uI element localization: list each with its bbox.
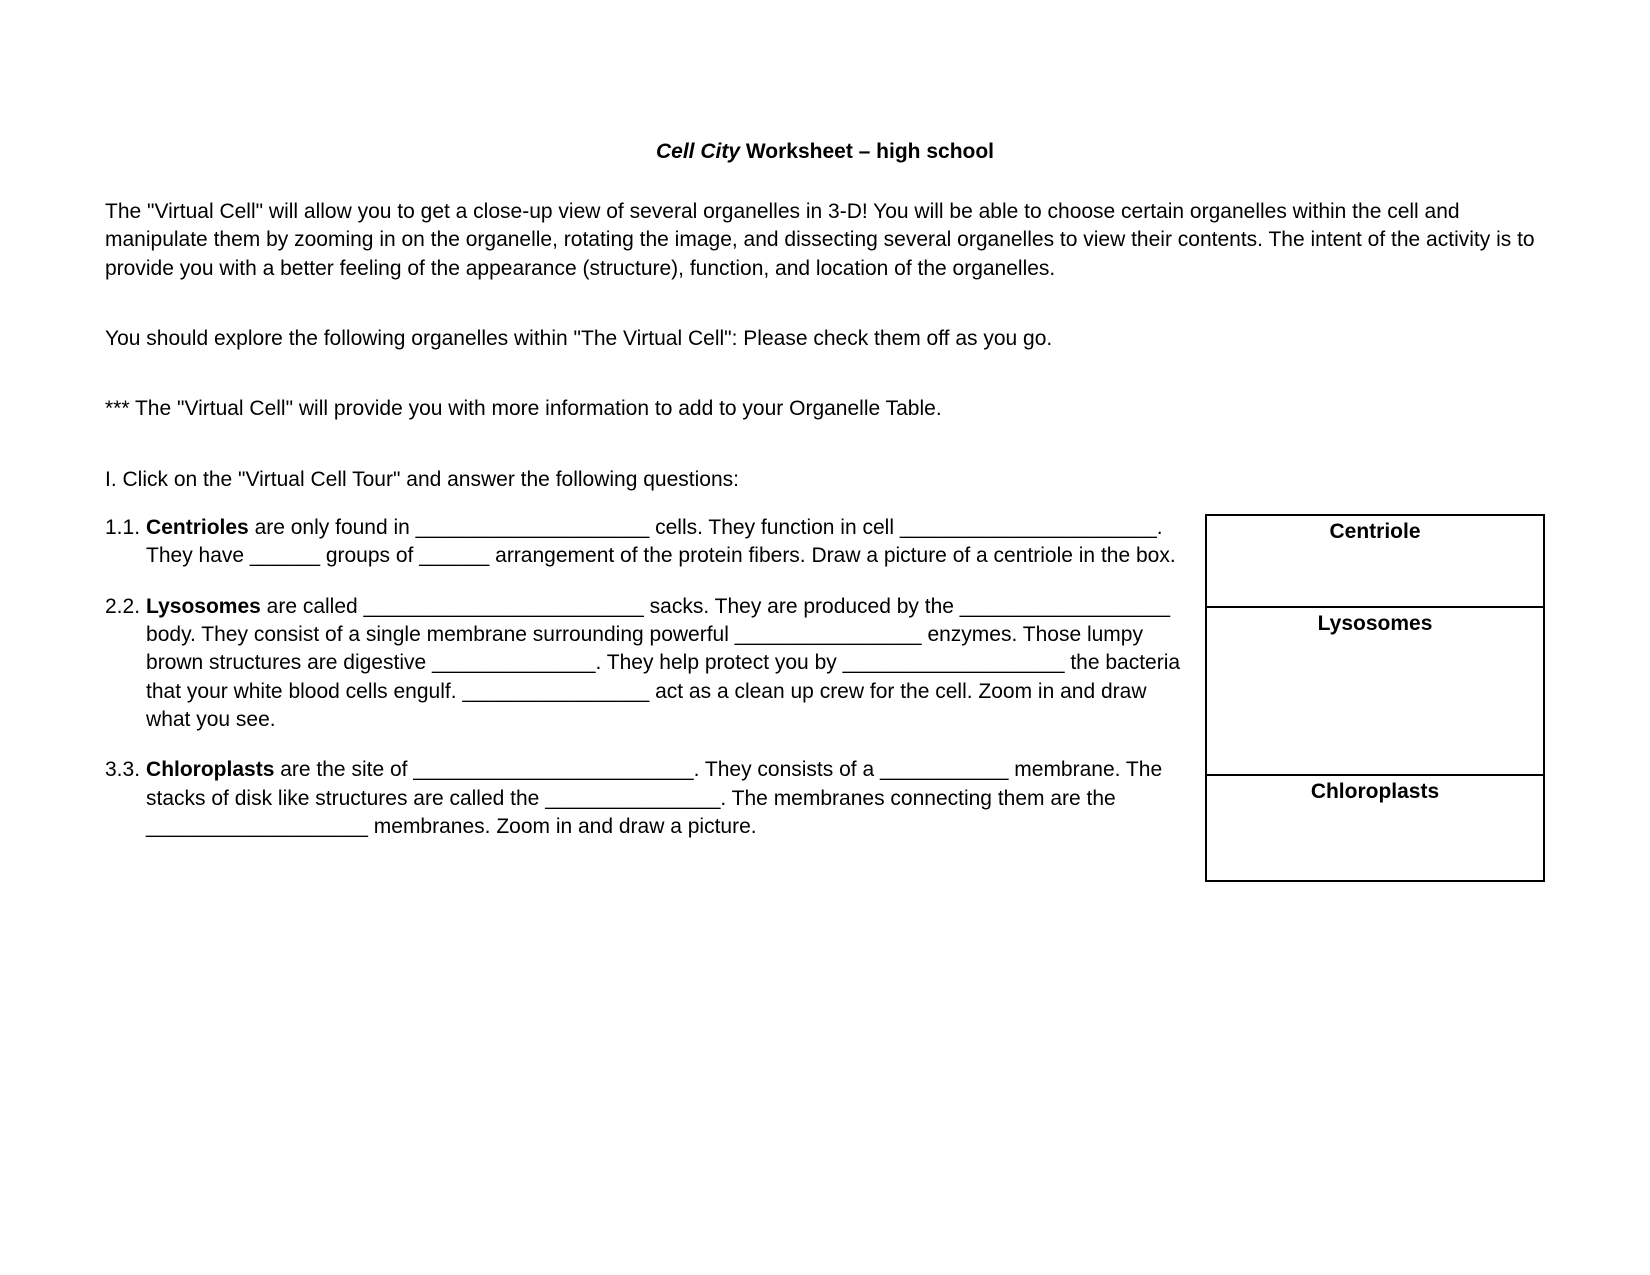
question-text: are the site of ________________________… (146, 758, 1162, 838)
question-term: Lysosomes (146, 595, 261, 618)
question-text: are called ________________________ sack… (146, 595, 1180, 731)
question-term: Centrioles (146, 516, 249, 539)
box-label: Lysosomes (1318, 612, 1433, 635)
box-label: Centriole (1329, 520, 1420, 543)
page-title: Cell City Worksheet – high school (105, 140, 1545, 164)
question-body: Centrioles are only found in ___________… (146, 514, 1187, 571)
title-rest: Worksheet – high school (740, 140, 994, 163)
drawing-boxes-column: Centriole Lysosomes Chloroplasts (1205, 514, 1545, 882)
drawing-box-lysosomes: Lysosomes (1205, 606, 1545, 774)
question-term: Chloroplasts (146, 758, 274, 781)
box-label: Chloroplasts (1311, 780, 1439, 803)
worksheet-page: Cell City Worksheet – high school The "V… (0, 0, 1650, 882)
question-number: 3.3. (105, 756, 146, 841)
explore-paragraph: You should explore the following organel… (105, 325, 1545, 353)
note-paragraph: *** The "Virtual Cell" will provide you … (105, 395, 1545, 423)
question-item: 1.1. Centrioles are only found in ______… (105, 514, 1187, 571)
content-row: 1.1. Centrioles are only found in ______… (105, 514, 1545, 882)
question-number: 1.1. (105, 514, 146, 571)
question-body: Chloroplasts are the site of ___________… (146, 756, 1187, 841)
question-item: 3.3. Chloroplasts are the site of ______… (105, 756, 1187, 841)
drawing-box-centriole: Centriole (1205, 514, 1545, 606)
questions-column: 1.1. Centrioles are only found in ______… (105, 514, 1205, 882)
intro-paragraph: The "Virtual Cell" will allow you to get… (105, 198, 1545, 283)
question-body: Lysosomes are called ___________________… (146, 593, 1187, 735)
question-item: 2.2. Lysosomes are called ______________… (105, 593, 1187, 735)
question-text: are only found in ____________________ c… (146, 516, 1176, 567)
instruction-paragraph: I. Click on the "Virtual Cell Tour" and … (105, 466, 1545, 494)
drawing-box-chloroplasts: Chloroplasts (1205, 774, 1545, 882)
title-italic: Cell City (656, 140, 740, 163)
question-number: 2.2. (105, 593, 146, 735)
